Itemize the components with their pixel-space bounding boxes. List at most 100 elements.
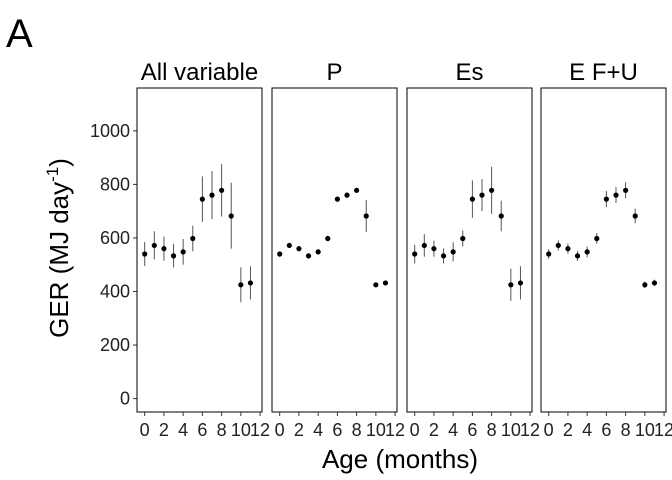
- data-point: [277, 251, 283, 257]
- data-point: [238, 282, 244, 288]
- data-point: [247, 280, 254, 286]
- data-point: [603, 196, 609, 202]
- x-tick-label: 12: [250, 420, 270, 440]
- x-tick-label: 12: [520, 420, 540, 440]
- x-tick-label: 0: [410, 420, 420, 440]
- x-tick-label: 10: [635, 420, 655, 440]
- data-point: [565, 246, 571, 252]
- y-tick-label: 600: [100, 228, 130, 248]
- data-point: [546, 251, 552, 257]
- data-point: [460, 235, 466, 242]
- x-tick-label: 8: [352, 420, 362, 440]
- x-tick-label: 10: [366, 420, 386, 440]
- data-point: [363, 213, 369, 219]
- data-point: [286, 242, 292, 249]
- facet-strip-label: Es: [455, 59, 483, 86]
- facet-panel: E F+U 0 2 4 6 8 10 12: [540, 59, 672, 440]
- facet-plot-area: [271, 87, 398, 413]
- data-point: [373, 282, 379, 288]
- data-point: [151, 242, 157, 249]
- y-tick-label: 0: [120, 389, 130, 409]
- facet-panel: All variable 0 2 4 6 8 10 12: [136, 59, 270, 440]
- data-point: [642, 282, 648, 288]
- data-point: [190, 235, 196, 242]
- data-point: [450, 249, 456, 255]
- y-axis: 0 200 400 600 800 1000: [90, 121, 137, 409]
- x-tick-label: 6: [601, 420, 611, 440]
- y-tick-label: 800: [100, 174, 130, 194]
- facet-plot-area: [406, 87, 533, 413]
- x-tick-label: 0: [544, 420, 554, 440]
- facet-strip-label: All variable: [141, 59, 258, 86]
- facet-panel: Es 0 2 4 6 8 10 12: [406, 59, 540, 440]
- x-tick-label: 4: [178, 420, 188, 440]
- data-point: [228, 213, 234, 219]
- data-point: [651, 280, 658, 286]
- x-tick-label: 8: [621, 420, 631, 440]
- x-tick-label: 8: [217, 420, 227, 440]
- x-tick-label: 2: [159, 420, 169, 440]
- facet-plot-area: [540, 87, 667, 413]
- x-tick-label: 10: [231, 420, 251, 440]
- data-point: [170, 253, 177, 259]
- data-point: [431, 246, 437, 252]
- panel-letter: A: [6, 12, 33, 56]
- x-tick-label: 6: [197, 420, 207, 440]
- x-tick-label: 4: [448, 420, 458, 440]
- data-point: [305, 253, 312, 259]
- x-tick-label: 8: [487, 420, 497, 440]
- data-point: [508, 282, 514, 288]
- data-point: [315, 249, 321, 255]
- data-point: [412, 251, 418, 257]
- x-tick-label: 12: [385, 420, 405, 440]
- x-axis-title: Age (months): [322, 444, 478, 474]
- x-tick-label: 2: [294, 420, 304, 440]
- data-point: [555, 242, 561, 249]
- data-point: [632, 213, 638, 219]
- data-point: [613, 192, 619, 198]
- y-axis-title: GER (MJ day-1): [43, 158, 74, 338]
- data-point: [382, 280, 389, 286]
- data-point: [219, 187, 225, 193]
- y-axis-title-main: GER (MJ day: [44, 182, 74, 338]
- data-point: [469, 196, 475, 202]
- data-point: [489, 187, 495, 193]
- facet-strip-label: E F+U: [569, 59, 638, 86]
- y-axis-title-close: ): [44, 158, 74, 167]
- data-point: [574, 253, 581, 259]
- data-point: [498, 213, 504, 219]
- y-axis-title-superscript: -1: [43, 167, 62, 182]
- data-point: [440, 253, 447, 259]
- y-tick-label: 200: [100, 335, 130, 355]
- data-point: [517, 280, 524, 286]
- facet-strip-label: P: [326, 59, 342, 86]
- y-tick-label: 1000: [90, 121, 130, 141]
- x-tick-label: 6: [332, 420, 342, 440]
- x-tick-label: 0: [275, 420, 285, 440]
- x-tick-label: 4: [313, 420, 323, 440]
- data-point: [142, 251, 148, 257]
- y-tick-label: 400: [100, 282, 130, 302]
- x-tick-label: 6: [467, 420, 477, 440]
- x-tick-label: 12: [654, 420, 672, 440]
- data-point: [296, 246, 302, 252]
- facet-panel: P 0 2 4 6 8 10 12: [271, 59, 405, 440]
- data-point: [479, 192, 485, 198]
- facet-plot-area: [136, 87, 263, 413]
- x-tick-label: 10: [501, 420, 521, 440]
- data-point: [180, 249, 186, 255]
- data-point: [594, 235, 600, 242]
- data-point: [421, 242, 427, 249]
- data-point: [161, 246, 167, 252]
- x-tick-label: 0: [140, 420, 150, 440]
- data-point: [584, 249, 590, 255]
- data-point: [209, 192, 215, 198]
- x-tick-label: 2: [563, 420, 573, 440]
- data-point: [325, 235, 331, 242]
- data-point: [623, 187, 629, 193]
- data-point: [334, 196, 340, 202]
- x-tick-label: 2: [429, 420, 439, 440]
- data-point: [354, 187, 360, 193]
